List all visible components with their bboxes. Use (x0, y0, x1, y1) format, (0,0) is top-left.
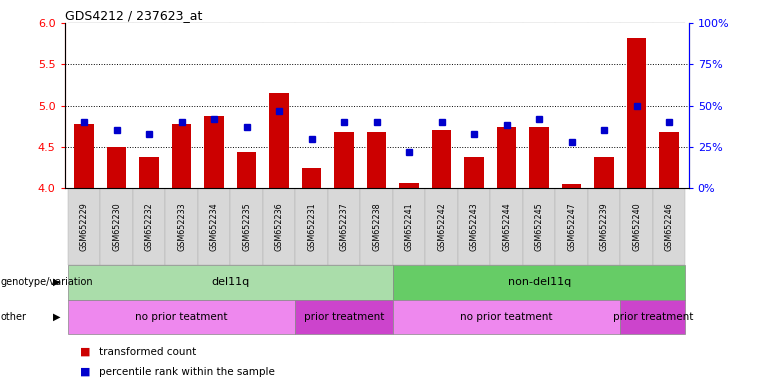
Text: GSM652244: GSM652244 (502, 202, 511, 251)
Text: GSM652229: GSM652229 (80, 202, 89, 251)
Text: GSM652234: GSM652234 (210, 202, 218, 251)
Text: GSM652240: GSM652240 (632, 202, 642, 251)
Text: no prior teatment: no prior teatment (135, 312, 228, 322)
Bar (562, 184, 581, 188)
Text: GSM652238: GSM652238 (372, 202, 381, 251)
Text: GSM652246: GSM652246 (664, 202, 673, 251)
Bar (269, 93, 289, 188)
Text: ▶: ▶ (53, 312, 61, 322)
Text: GSM652236: GSM652236 (275, 202, 284, 251)
Bar (400, 183, 419, 188)
Bar (464, 157, 484, 188)
Bar (172, 124, 192, 188)
Text: GDS4212 / 237623_at: GDS4212 / 237623_at (65, 9, 202, 22)
Text: GSM652243: GSM652243 (470, 202, 479, 251)
Text: prior treatment: prior treatment (613, 312, 693, 322)
Bar (107, 147, 126, 188)
Text: non-del11q: non-del11q (508, 277, 571, 287)
Text: GSM652232: GSM652232 (145, 202, 154, 251)
Bar (367, 132, 387, 188)
Bar (530, 127, 549, 188)
Text: GSM652245: GSM652245 (535, 202, 543, 251)
Text: prior treatment: prior treatment (304, 312, 384, 322)
Text: GSM652242: GSM652242 (438, 202, 446, 251)
Text: GSM652233: GSM652233 (177, 202, 186, 251)
Text: ■: ■ (80, 346, 91, 357)
Bar (497, 127, 517, 188)
Text: transformed count: transformed count (99, 346, 196, 357)
Text: percentile rank within the sample: percentile rank within the sample (99, 366, 275, 377)
Bar (205, 116, 224, 188)
Text: GSM652230: GSM652230 (112, 202, 121, 251)
Text: ▶: ▶ (53, 277, 61, 287)
Bar (302, 168, 321, 188)
Text: other: other (1, 312, 27, 322)
Bar (594, 157, 614, 188)
Text: GSM652247: GSM652247 (567, 202, 576, 251)
Text: GSM652231: GSM652231 (307, 202, 316, 251)
Text: GSM652239: GSM652239 (600, 202, 609, 251)
Text: GSM652241: GSM652241 (405, 202, 414, 251)
Text: ■: ■ (80, 366, 91, 377)
Text: GSM652237: GSM652237 (339, 202, 349, 251)
Bar (139, 157, 159, 188)
Bar (660, 132, 679, 188)
Bar (432, 131, 451, 188)
Bar (75, 124, 94, 188)
Bar (627, 38, 646, 188)
Text: genotype/variation: genotype/variation (1, 277, 94, 287)
Text: no prior teatment: no prior teatment (460, 312, 553, 322)
Bar (237, 152, 256, 188)
Bar (334, 132, 354, 188)
Text: GSM652235: GSM652235 (242, 202, 251, 251)
Text: del11q: del11q (212, 277, 250, 287)
